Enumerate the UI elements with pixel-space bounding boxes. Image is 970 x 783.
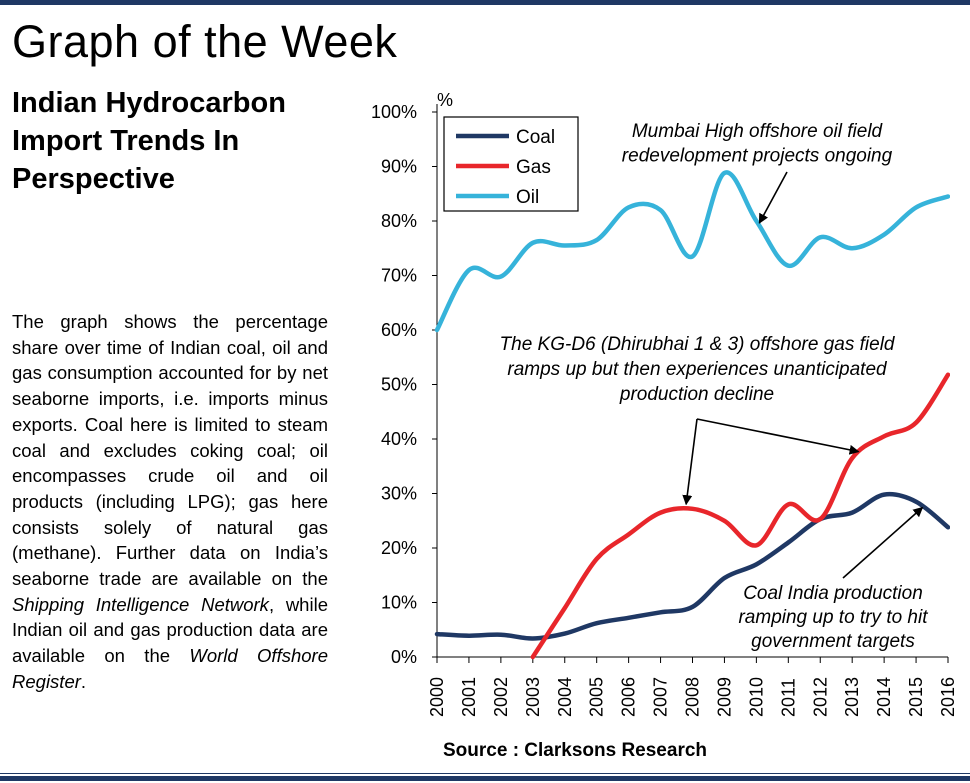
x-tick-label: 2011: [778, 678, 798, 717]
annotation-gas-text: ramps up but then experiences unanticipa…: [507, 359, 888, 380]
annotation-oil-text: Mumbai High offshore oil field: [632, 121, 884, 142]
x-tick-label: 2007: [651, 677, 671, 717]
headline: Indian Hydrocarbon Import Trends In Perspe…: [12, 84, 342, 198]
x-tick-label: 2000: [427, 677, 447, 717]
x-tick-label: 2009: [714, 677, 734, 717]
annotation-coal-text: Coal India production: [743, 583, 923, 604]
headline-line: Perspective: [12, 163, 175, 195]
y-tick-label: 30%: [381, 484, 417, 504]
bottom-rule-thin: [0, 773, 970, 774]
legend-label-gas: Gas: [516, 157, 551, 178]
annotation-oil-arrow: [758, 171, 788, 224]
world-offshore-register-ref: World Offshore Register: [12, 645, 328, 692]
annotation-coal-arrow: [842, 506, 924, 579]
source-credit: Source : Clarksons Research: [443, 740, 708, 761]
y-tick-label: 40%: [381, 429, 417, 449]
description-text: , while Indian oil and gas production da…: [12, 593, 328, 667]
annotation-gas-arrow-right: [696, 418, 860, 455]
y-tick-label: 80%: [381, 211, 417, 231]
description: The graph shows the percentage share ove…: [12, 309, 328, 695]
y-tick-label: 60%: [381, 320, 417, 340]
y-tick-label: 90%: [381, 157, 417, 177]
x-tick-label: 2013: [842, 677, 862, 717]
y-tick-label: 50%: [381, 375, 417, 395]
series-coal-line: [434, 491, 950, 641]
x-tick-label: 2005: [587, 677, 607, 717]
x-tick-label: 2012: [810, 677, 830, 717]
annotation-gas-arrow-left: [682, 418, 698, 506]
series-gas-line: [530, 372, 950, 660]
shipping-intelligence-network-ref: Shipping Intelligence Network: [12, 593, 269, 615]
x-tick-label: 2014: [874, 677, 894, 717]
top-rule: [0, 0, 970, 5]
x-tick-label: 2008: [683, 677, 703, 717]
y-axis-unit-label: %: [437, 90, 453, 110]
annotation-gas-text: production decline: [619, 384, 774, 405]
annotation-gas-text: The KG-D6 (Dhirubhai 1 & 3) offshore gas…: [500, 334, 896, 355]
x-tick-label: 2010: [746, 677, 766, 717]
description-text: .: [80, 670, 87, 692]
series-oil-line: [434, 170, 950, 333]
legend-label-oil: Oil: [516, 187, 539, 208]
annotation-coal-text: government targets: [751, 631, 915, 652]
y-tick-label: 20%: [381, 538, 417, 558]
annotation-oil-text: redevelopment projects ongoing: [622, 146, 893, 167]
x-tick-label: 2015: [906, 677, 926, 717]
legend-label-coal: Coal: [516, 127, 555, 148]
bottom-rule: [0, 776, 970, 781]
x-tick-label: 2006: [619, 677, 639, 717]
y-tick-label: 10%: [381, 593, 417, 613]
x-tick-label: 2001: [459, 677, 479, 717]
headline-line: Indian Hydrocarbon: [12, 87, 286, 119]
page-title: Graph of the Week: [12, 16, 398, 67]
headline-line: Import Trends In: [12, 125, 240, 157]
x-tick-label: 2016: [938, 677, 958, 717]
x-tick-label: 2002: [491, 677, 511, 717]
x-tick-label: 2004: [555, 677, 575, 717]
annotation-coal-text: ramping up to try to hit: [738, 607, 928, 628]
description-text: The graph shows the percentage share ove…: [12, 311, 328, 590]
x-tick-label: 2003: [523, 677, 543, 717]
y-tick-label: 70%: [381, 266, 417, 286]
y-tick-label: 0%: [391, 647, 417, 667]
y-tick-label: 100%: [371, 102, 417, 122]
